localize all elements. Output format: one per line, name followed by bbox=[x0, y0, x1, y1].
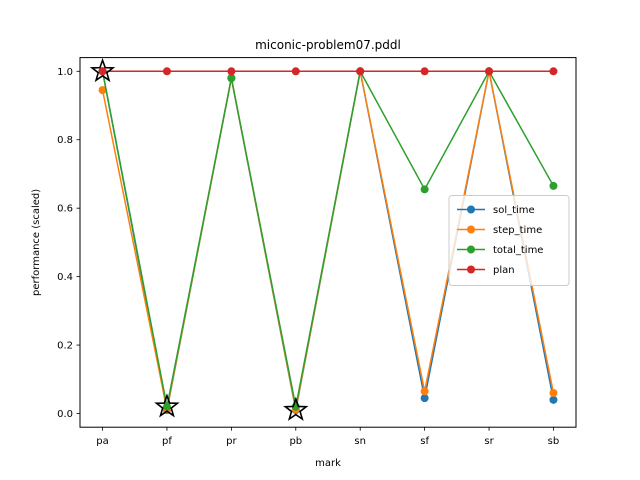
best-marker-pf bbox=[154, 393, 180, 418]
x-tick-label-sn: sn bbox=[354, 436, 366, 447]
point-plan-pf bbox=[162, 67, 171, 76]
legend-item-total_time: total_time bbox=[457, 245, 543, 256]
legend-marker-total_time bbox=[467, 245, 475, 254]
point-plan-pa bbox=[98, 67, 107, 76]
y-axis-label: performance (scaled) bbox=[31, 189, 42, 296]
point-total_time-pr bbox=[227, 74, 236, 83]
legend-item-plan: plan bbox=[457, 265, 515, 276]
x-tick-label-pa: pa bbox=[96, 436, 108, 447]
y-tick-label-2: 0.4 bbox=[57, 272, 73, 283]
x-tick-label-sb: sb bbox=[548, 436, 560, 447]
y-tick-label-4: 0.8 bbox=[57, 135, 73, 146]
point-plan-sn bbox=[356, 67, 365, 76]
point-total_time-sf bbox=[420, 185, 429, 194]
point-plan-sf bbox=[420, 67, 429, 76]
plot-area bbox=[79, 57, 577, 428]
point-step_time-sf bbox=[420, 387, 429, 396]
point-total_time-pf bbox=[162, 402, 171, 411]
y-tick-label-5: 1.0 bbox=[57, 67, 73, 78]
legend-label-plan: plan bbox=[493, 265, 515, 276]
legend-box bbox=[448, 195, 570, 286]
x-axis-label: mark bbox=[315, 458, 341, 469]
series-plan bbox=[98, 67, 558, 76]
point-plan-pb bbox=[291, 67, 300, 76]
best-marker-layer bbox=[89, 57, 309, 421]
legend-marker-sol_time bbox=[467, 205, 475, 214]
legend-item-sol_time: sol_time bbox=[457, 205, 535, 216]
point-plan-pr bbox=[227, 67, 236, 76]
y-axis: 0.0 0.2 0.4 0.6 0.8 1.0 bbox=[57, 67, 80, 420]
legend-item-step_time: step_time bbox=[457, 225, 542, 236]
x-tick-label-pf: pf bbox=[162, 436, 172, 447]
legend-label-step_time: step_time bbox=[493, 225, 542, 236]
x-tick-label-sr: sr bbox=[484, 436, 494, 447]
point-plan-sb bbox=[549, 67, 558, 76]
legend-label-sol_time: sol_time bbox=[493, 205, 535, 216]
point-step_time-sb bbox=[549, 388, 558, 397]
legend-marker-plan bbox=[467, 265, 475, 274]
chart-title: miconic-problem07.pddl bbox=[255, 38, 401, 52]
point-sol_time-sb bbox=[549, 395, 558, 404]
series-line-total_time bbox=[101, 69, 555, 407]
point-plan-sr bbox=[485, 67, 494, 76]
point-sol_time-sf bbox=[420, 394, 429, 403]
x-tick-label-pr: pr bbox=[226, 436, 237, 447]
y-tick-label-0: 0.0 bbox=[57, 409, 73, 420]
legend-marker-step_time bbox=[467, 225, 475, 234]
series-layer bbox=[98, 67, 558, 415]
legend-label-total_time: total_time bbox=[493, 245, 543, 256]
point-step_time-pa bbox=[98, 86, 107, 95]
y-tick-label-3: 0.6 bbox=[57, 204, 73, 215]
best-marker-pb bbox=[283, 396, 309, 421]
x-tick-label-pb: pb bbox=[289, 436, 302, 447]
best-marker-pa bbox=[89, 57, 116, 83]
y-tick-label-1: 0.2 bbox=[57, 341, 73, 352]
x-tick-label-sf: sf bbox=[420, 436, 429, 447]
point-total_time-sb bbox=[549, 181, 558, 190]
x-axis: pa pf pr pb sn sf sr sb bbox=[96, 427, 559, 447]
